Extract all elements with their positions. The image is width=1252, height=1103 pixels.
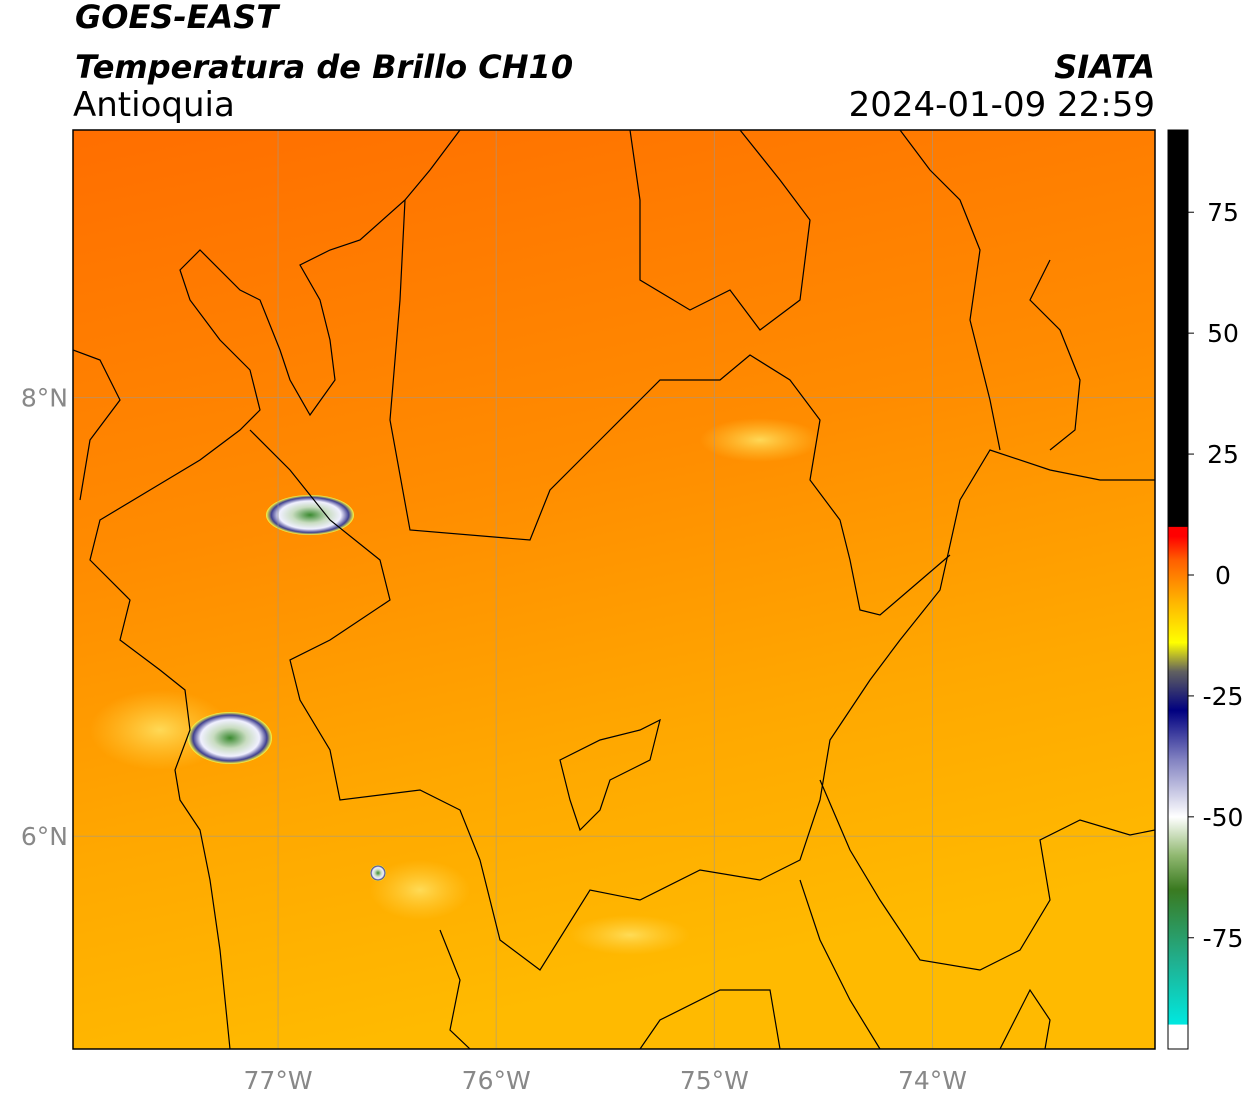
x-tick-label: 76°W bbox=[462, 1066, 531, 1095]
colorbar-tick-label: 50 bbox=[1207, 319, 1239, 348]
x-tick-label: 77°W bbox=[244, 1066, 313, 1095]
colorbar-tick-label: -75 bbox=[1203, 924, 1244, 953]
y-tick-label: 6°N bbox=[21, 822, 68, 851]
borders bbox=[73, 130, 1155, 1049]
x-tick-label: 74°W bbox=[898, 1066, 967, 1095]
warm-patch bbox=[700, 418, 820, 462]
map-frame bbox=[72, 129, 1156, 1050]
warm-patch bbox=[570, 915, 690, 955]
colorbar-tick-label: 0 bbox=[1215, 561, 1231, 590]
colorbar-tick-label: -50 bbox=[1203, 803, 1244, 832]
cloud bbox=[188, 712, 272, 764]
x-tick-label: 75°W bbox=[680, 1066, 749, 1095]
cloud bbox=[266, 495, 354, 535]
colorbar-tick-label: 75 bbox=[1207, 198, 1239, 227]
title: GOES-EAST bbox=[75, 0, 280, 36]
warm-patch bbox=[370, 860, 470, 920]
subtitle: Temperatura de Brillo CH10 bbox=[75, 48, 573, 86]
temperature-field bbox=[73, 130, 1155, 1049]
colorbar-tick-label: 25 bbox=[1207, 440, 1239, 469]
cloud bbox=[370, 865, 386, 881]
source: SIATA bbox=[1054, 48, 1155, 86]
axes: 77°W 76°W 75°W 74°W 8°N 6°N 75 50 25 0 -25 -50 -75 bbox=[21, 198, 1244, 1095]
datetime: 2024-01-09 22:59 bbox=[849, 85, 1155, 125]
colorbar-tick-label: -25 bbox=[1203, 682, 1244, 711]
y-tick-label: 8°N bbox=[21, 384, 68, 413]
map-field bbox=[73, 130, 1155, 1049]
colorbar bbox=[1167, 129, 1189, 1050]
grid bbox=[73, 130, 1155, 1049]
region: Antioquia bbox=[73, 85, 235, 125]
